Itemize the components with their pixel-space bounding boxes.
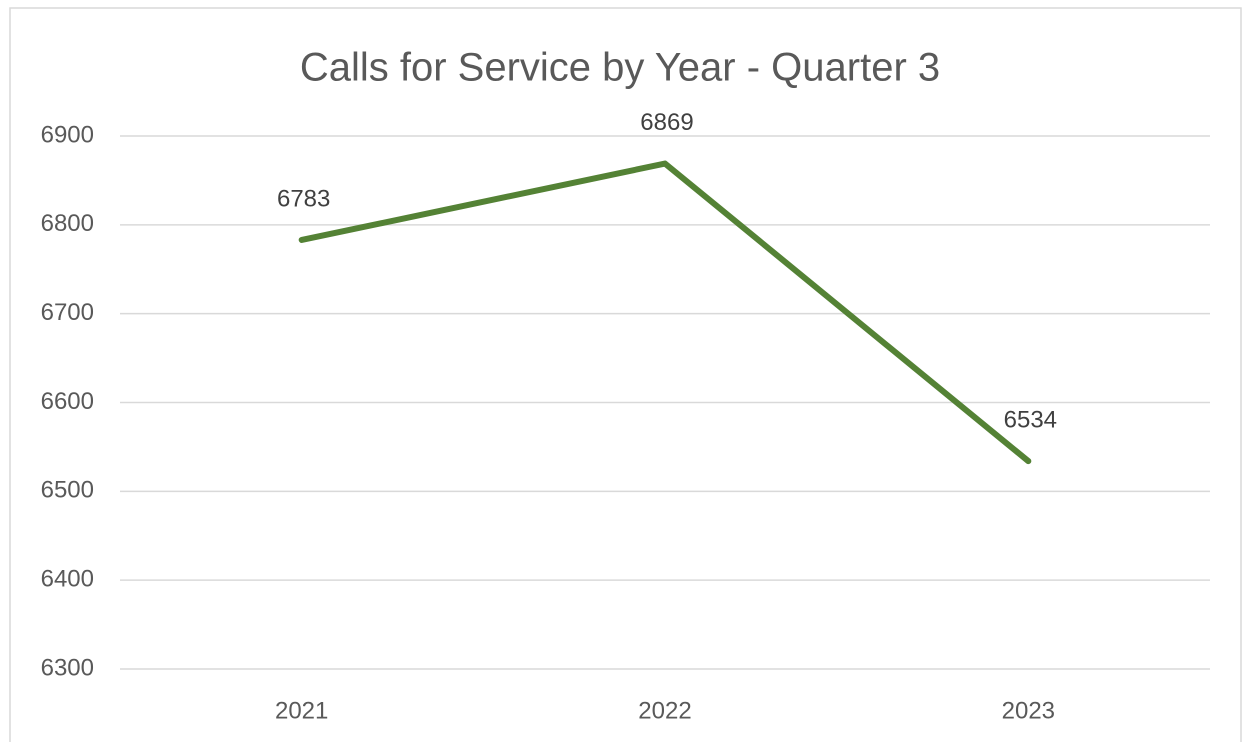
x-tick-label: 2021 [275, 697, 328, 724]
y-tick-label: 6400 [41, 566, 94, 593]
chart-frame [9, 7, 1242, 742]
x-tick-label: 2022 [638, 697, 691, 724]
data-label: 6534 [1004, 406, 1057, 433]
x-tick-label: 2023 [1002, 697, 1055, 724]
y-tick-label: 6300 [41, 654, 94, 681]
y-tick-label: 6700 [41, 299, 94, 326]
y-tick-label: 6600 [41, 388, 94, 415]
chart-title: Calls for Service by Year - Quarter 3 [300, 46, 940, 90]
y-tick-label: 6800 [41, 210, 94, 237]
y-tick-label: 6900 [41, 121, 94, 148]
data-line [298, 160, 1032, 465]
data-label: 6869 [640, 109, 693, 136]
y-tick-label: 6500 [41, 477, 94, 504]
data-label: 6783 [277, 185, 330, 212]
